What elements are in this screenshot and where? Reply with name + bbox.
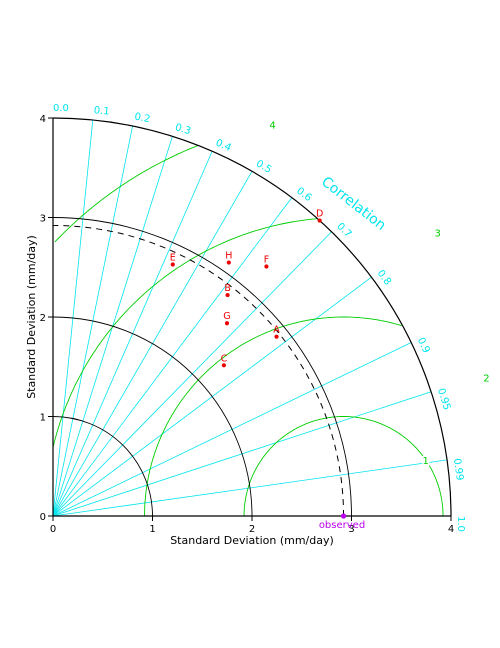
data-point [264,264,269,269]
y-tick-label: 1 [40,413,46,424]
std-arc [52,217,352,517]
rmsd-contour-label: 3 [434,229,440,240]
std-arc [52,117,452,517]
correlation-tick-label: 0.9 [415,336,432,355]
x-tick-label: 4 [448,524,454,535]
correlation-tick-label: 0.5 [254,158,273,175]
data-point [224,321,230,326]
axes: 00 1 1 2 2 3 3 4 4 [40,114,455,535]
correlation-lines: 0.0 0.10.20.30.40.50.60.70.80.90.950.991.… [52,103,466,532]
correlation-tick-label: 0.2 [133,111,151,125]
y-tick-label: 0 [40,512,46,523]
rmsd-contour [52,218,318,447]
data-point-label: A [273,325,280,336]
data-point-label: G [223,311,230,322]
rmsd-contour [243,416,444,516]
data-point-label: H [225,251,232,262]
std-arcs [52,117,452,517]
rmsd-contour-label: 4 [269,120,275,131]
correlation-tick-label: 0.4 [214,138,233,154]
rmsd-contour-label: 2 [483,373,489,384]
y-axis-title: Standard Deviation (mm/day) [25,235,38,399]
data-point-label: F [264,254,269,265]
rmsd-contour [54,145,198,243]
reference-std-arc [52,224,345,517]
data-point-label: C [221,353,228,364]
correlation-tick-label: 0.1 [93,105,110,118]
correlation-tick-label: 0.95 [435,387,452,412]
y-tick-label: 4 [40,114,46,125]
data-point-label: B [224,283,231,294]
data-point [226,260,231,265]
correlation-tick-label: 0.3 [174,122,192,137]
y-tick-label: 2 [40,313,46,324]
data-points: A B C D E F G H [170,209,323,368]
correlation-tick-label: 0.0 [53,103,69,114]
x-tick-label: 0 [50,524,56,535]
data-point-label: D [316,209,323,220]
observed-marker [340,513,347,519]
reference-arc [52,224,345,517]
x-axis-title: Standard Deviation (mm/day) [170,534,334,547]
data-point [170,262,175,267]
data-point-label: E [170,252,176,263]
x-tick-label: 2 [249,524,255,535]
data-point [221,363,226,368]
std-arc [52,316,253,517]
std-arc [52,416,153,517]
correlation-tick-label: 0.99 [451,458,465,482]
correlation-tick-label: 1.0 [455,516,466,532]
y-tick-label: 3 [40,214,46,225]
x-tick-label: 3 [348,524,354,535]
observed-label: observed [319,520,365,531]
rmsd-contour [144,316,402,516]
data-point [317,218,322,223]
rmsd-contour-label: 1 [422,456,428,467]
data-point [225,292,230,298]
correlation-title: Correlation [318,174,389,234]
rmsd-contours: 1 2 3 4 [52,119,491,516]
data-point [274,334,279,339]
x-tick-label: 1 [149,524,155,535]
